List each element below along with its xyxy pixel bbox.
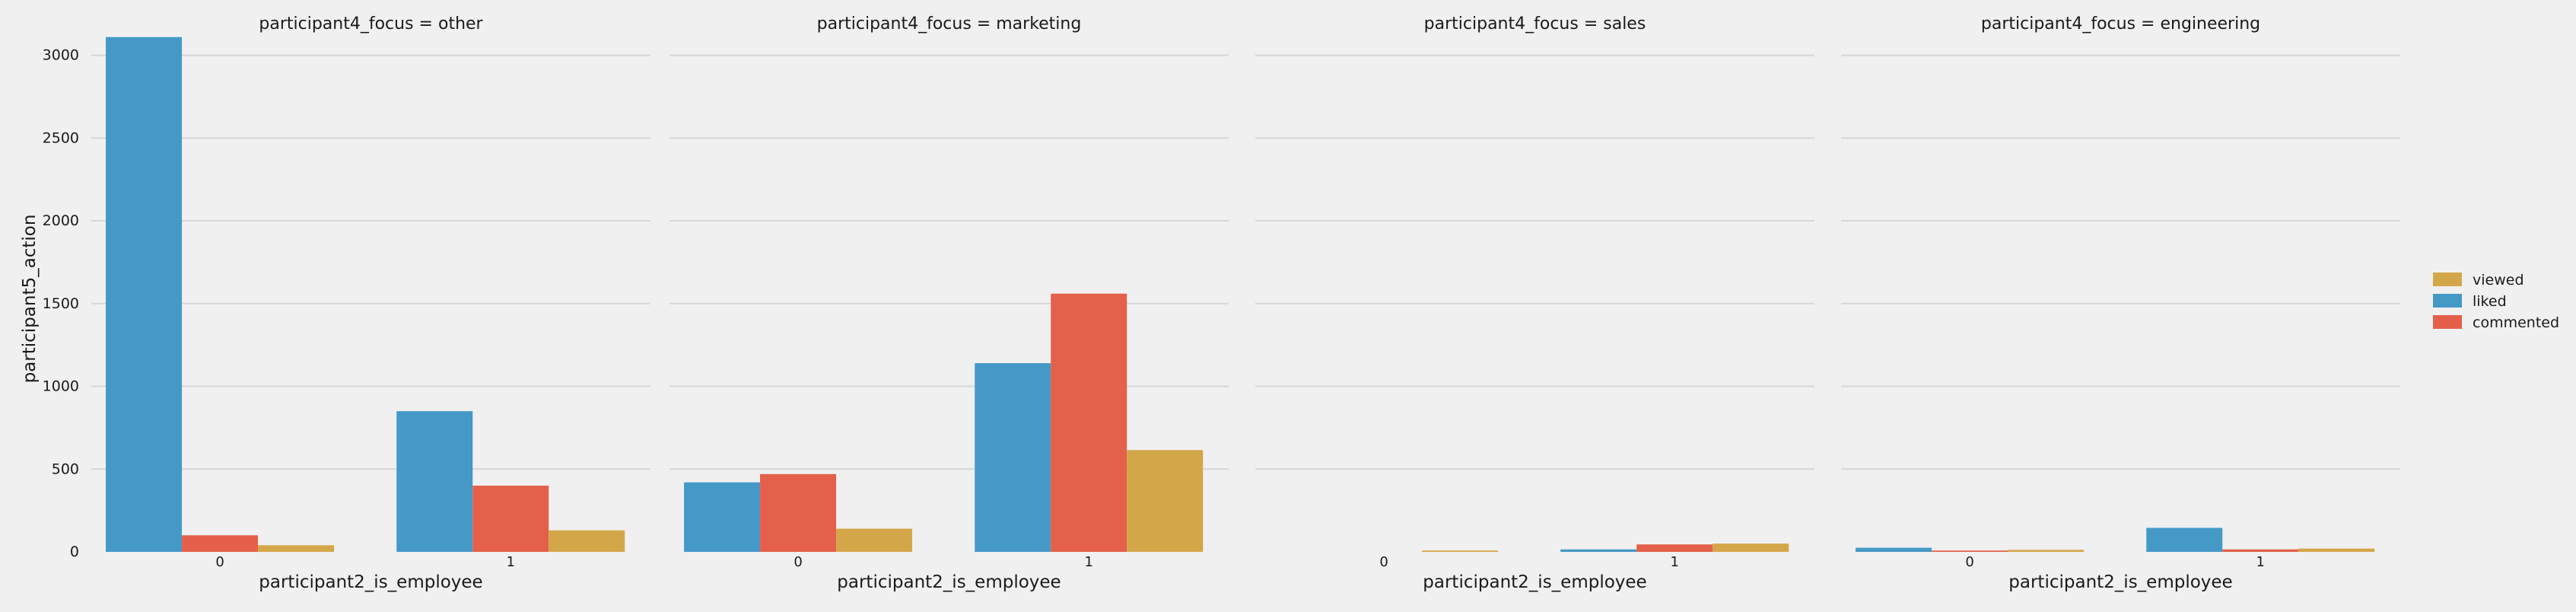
- bar-commented: [1932, 550, 2008, 552]
- x-tick-label: 0: [215, 554, 224, 570]
- y-tick-label: 1500: [43, 295, 79, 312]
- bar-commented: [1051, 293, 1127, 552]
- bar-liked: [684, 482, 761, 552]
- legend-label-commented: commented: [2473, 314, 2559, 331]
- x-tick-label: 0: [1965, 554, 1973, 570]
- legend-swatch-commented: [2433, 315, 2462, 329]
- bar-viewed: [2008, 550, 2085, 552]
- x-axis-label: participant2_is_employee: [259, 572, 482, 592]
- x-tick-label: 0: [1379, 554, 1388, 570]
- bar-viewed: [1713, 543, 1789, 552]
- bar-liked: [2146, 528, 2223, 552]
- y-tick-label: 2500: [43, 129, 79, 146]
- x-tick-label: 1: [507, 554, 515, 570]
- bar-viewed: [836, 528, 913, 552]
- legend-label-viewed: viewed: [2473, 272, 2524, 288]
- y-tick-label: 3000: [43, 47, 79, 64]
- facet-title: participant4_focus = engineering: [1981, 14, 2260, 33]
- y-tick-label: 1000: [43, 378, 79, 395]
- bar-viewed: [2298, 548, 2375, 552]
- facet-title: participant4_focus = sales: [1424, 14, 1646, 33]
- y-tick-label: 500: [52, 461, 79, 477]
- bar-commented: [760, 473, 837, 552]
- legend-swatch-liked: [2433, 294, 2462, 308]
- x-axis-label: participant2_is_employee: [1423, 572, 1646, 592]
- legend-swatch-viewed: [2433, 273, 2462, 286]
- bar-commented: [2222, 549, 2299, 552]
- bar-viewed: [258, 545, 335, 552]
- y-axis-label: participant5_action: [20, 215, 40, 384]
- x-tick-label: 1: [2256, 554, 2265, 570]
- x-axis-label: participant2_is_employee: [2008, 572, 2232, 592]
- bar-liked: [396, 411, 473, 552]
- x-tick-label: 1: [1671, 554, 1679, 570]
- bar-viewed: [1127, 450, 1204, 552]
- bar-commented: [472, 486, 549, 552]
- y-tick-label: 0: [70, 543, 79, 560]
- facet-title: participant4_focus = other: [259, 14, 483, 33]
- y-tick-label: 2000: [43, 212, 79, 229]
- x-tick-label: 0: [793, 554, 802, 570]
- bar-viewed: [549, 530, 625, 552]
- bar-commented: [1636, 544, 1713, 552]
- bar-viewed: [1422, 550, 1499, 552]
- bar-commented: [182, 535, 259, 552]
- x-axis-label: participant2_is_employee: [837, 572, 1061, 592]
- facet-title: participant4_focus = marketing: [817, 14, 1082, 33]
- bar-liked: [106, 37, 183, 552]
- legend-label-liked: liked: [2473, 293, 2507, 310]
- bar-liked: [1560, 549, 1637, 552]
- bar-liked: [975, 363, 1051, 552]
- bar-liked: [1856, 547, 1932, 552]
- x-tick-label: 1: [1085, 554, 1093, 570]
